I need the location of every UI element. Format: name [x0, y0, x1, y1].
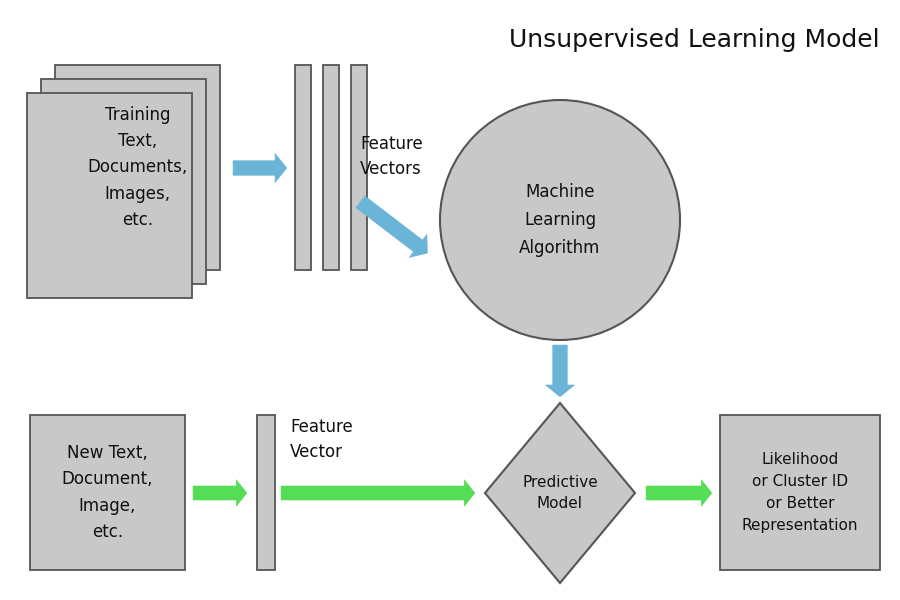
Bar	[323, 65, 339, 270]
Text: Machine
Learning
Algorithm: Machine Learning Algorithm	[519, 183, 600, 257]
Polygon shape	[485, 403, 635, 583]
Text: New Text,
Document,
Image,
etc.: New Text, Document, Image, etc.	[62, 444, 153, 541]
Bar	[30, 415, 185, 570]
Text: Unsupervised Learning Model: Unsupervised Learning Model	[509, 28, 880, 52]
Bar	[41, 79, 206, 284]
Text: Feature
Vectors: Feature Vectors	[360, 135, 423, 178]
Text: Likelihood
or Cluster ID
or Better
Representation: Likelihood or Cluster ID or Better Repre…	[742, 452, 859, 533]
Bar	[257, 415, 275, 570]
Bar	[720, 415, 880, 570]
Text: Feature
Vector: Feature Vector	[290, 418, 353, 461]
Bar	[55, 65, 220, 270]
Bar	[295, 65, 311, 270]
Text: Predictive
Model: Predictive Model	[522, 475, 598, 511]
Circle shape	[440, 100, 680, 340]
Bar	[27, 93, 192, 298]
Bar	[351, 65, 367, 270]
Text: Training
Text,
Documents,
Images,
etc.: Training Text, Documents, Images, etc.	[87, 106, 187, 229]
